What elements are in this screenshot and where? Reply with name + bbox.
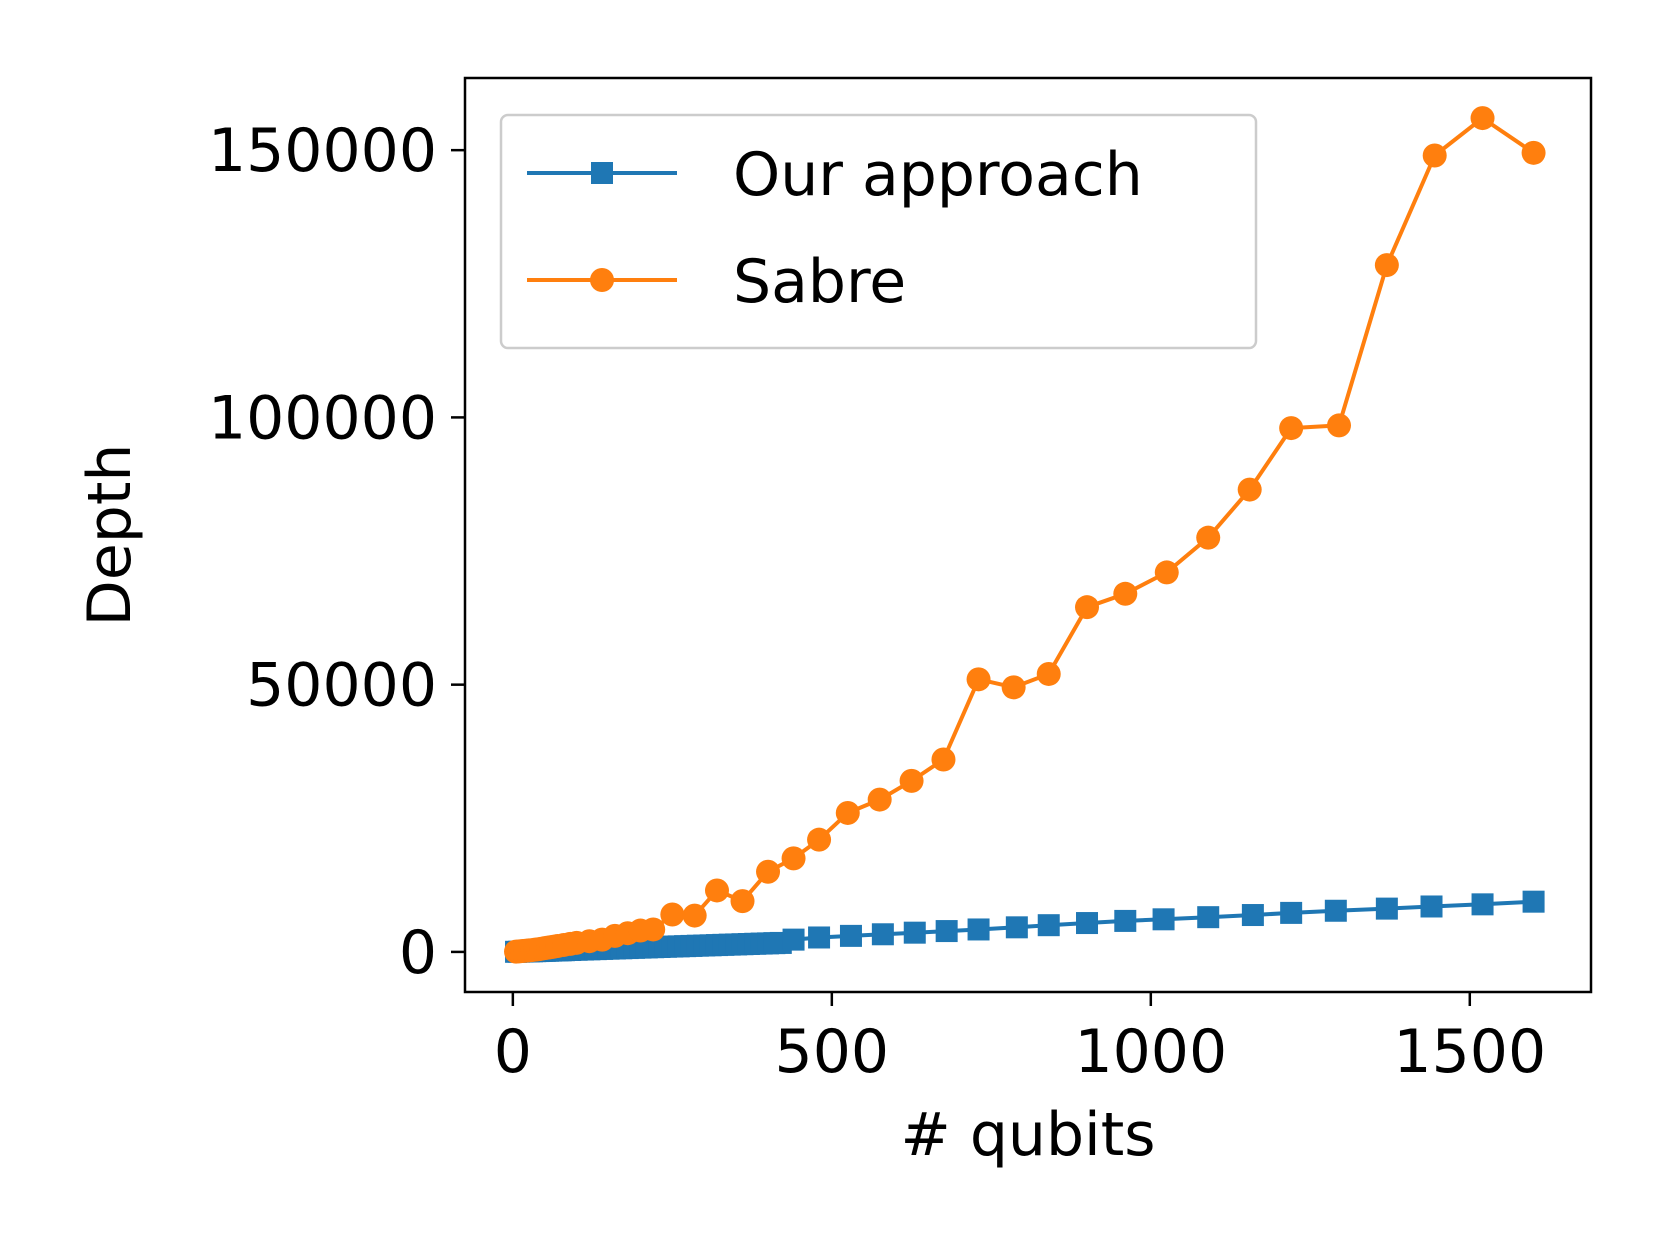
data-point-our-approach — [839, 924, 862, 947]
x-axis-title: # qubits — [901, 1100, 1156, 1170]
data-point-our-approach — [1076, 912, 1099, 935]
data-point-sabre — [966, 667, 991, 692]
y-tick-label: 50000 — [246, 651, 437, 721]
data-point-our-approach — [1197, 906, 1220, 929]
data-point-sabre — [1470, 106, 1495, 131]
data-point-sabre — [704, 878, 729, 903]
legend-sabre-label: Sabre — [733, 247, 906, 317]
data-point-sabre — [835, 800, 860, 825]
y-tick-label: 0 — [399, 918, 437, 988]
legend-our-approach-label: Our approach — [733, 140, 1143, 210]
y-axis-title: Depth — [75, 444, 145, 627]
data-point-our-approach — [967, 918, 990, 941]
data-point-sabre — [1113, 581, 1138, 606]
data-point-sabre — [1327, 413, 1352, 438]
data-point-sabre — [1422, 143, 1447, 168]
data-point-our-approach — [1420, 895, 1443, 918]
data-point-sabre — [756, 859, 781, 884]
legend-our-approach-marker — [591, 162, 613, 184]
data-point-our-approach — [1005, 916, 1028, 939]
data-point-our-approach — [903, 921, 926, 944]
data-point-sabre — [1001, 675, 1026, 700]
data-point-sabre — [730, 889, 755, 914]
data-point-our-approach — [808, 926, 831, 949]
y-tick-label: 150000 — [208, 116, 437, 186]
plot-frame — [463, 76, 1593, 994]
data-point-sabre — [899, 768, 924, 793]
legend-sabre-marker — [590, 268, 614, 292]
legend-box — [499, 113, 1258, 350]
data-point-our-approach — [1522, 890, 1545, 913]
x-tick-label: 500 — [775, 1017, 890, 1087]
data-point-our-approach — [871, 923, 894, 946]
data-point-sabre — [682, 903, 707, 928]
legend: Our approach Sabre — [499, 113, 1258, 350]
data-point-sabre — [1521, 140, 1546, 165]
data-point-sabre — [1237, 477, 1262, 502]
data-point-our-approach — [1037, 914, 1060, 937]
series-layer — [504, 106, 1546, 964]
data-point-our-approach — [1324, 899, 1347, 922]
data-point-sabre — [1075, 595, 1100, 620]
x-tick-label: 1500 — [1393, 1017, 1546, 1087]
data-point-sabre — [807, 827, 832, 852]
ticks-layer: 0 500 1000 1500 0 50000 100000 150000 — [208, 116, 1546, 1087]
x-tick-label: 0 — [494, 1017, 532, 1087]
data-point-sabre — [660, 902, 685, 927]
data-point-sabre — [1036, 661, 1061, 686]
data-point-our-approach — [782, 928, 805, 951]
y-tick-label: 100000 — [208, 383, 437, 453]
data-point-our-approach — [1114, 909, 1137, 932]
data-point-our-approach — [1280, 901, 1303, 924]
data-point-sabre — [1196, 525, 1221, 550]
data-point-our-approach — [1241, 904, 1264, 927]
data-point-our-approach — [935, 920, 958, 943]
data-point-sabre — [931, 747, 956, 772]
data-point-sabre — [867, 787, 892, 812]
x-tick-label: 1000 — [1074, 1017, 1227, 1087]
data-point-sabre — [641, 917, 666, 942]
data-point-our-approach — [1152, 908, 1175, 931]
data-point-sabre — [1154, 560, 1179, 585]
data-point-sabre — [1279, 416, 1304, 441]
data-point-sabre — [1374, 253, 1399, 278]
data-point-sabre — [781, 846, 806, 871]
data-point-our-approach — [1375, 897, 1398, 920]
data-point-our-approach — [1471, 893, 1494, 916]
